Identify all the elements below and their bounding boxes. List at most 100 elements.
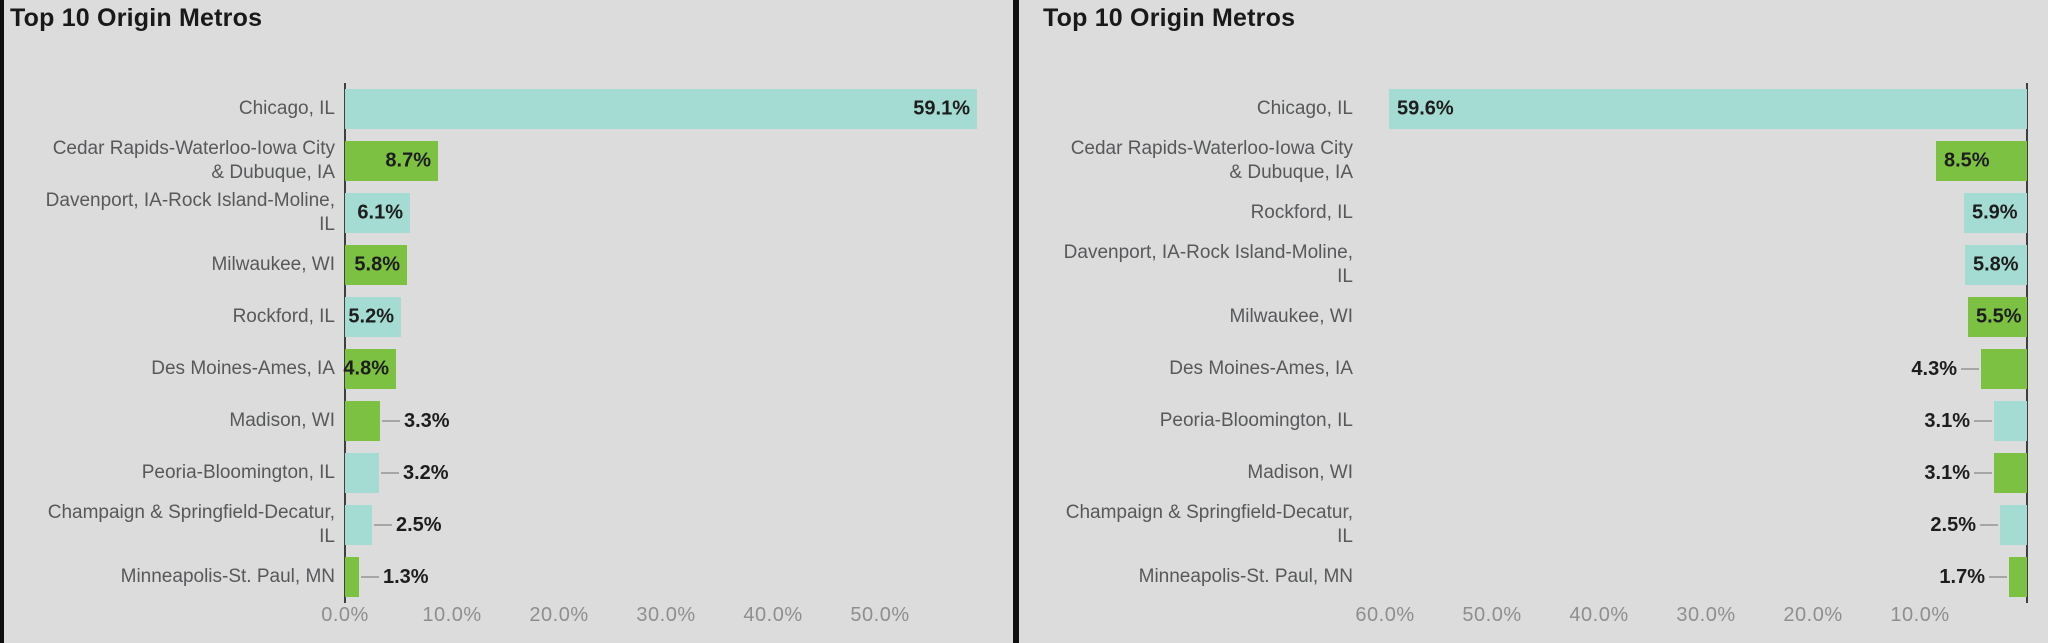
bar-value-label: 8.5% <box>1944 149 1990 172</box>
category-label-line: Rockford, IL <box>232 306 335 327</box>
chart-title: Top 10 Origin Metros <box>10 4 263 32</box>
category-label: Rockford, IL <box>1019 187 1353 239</box>
axis-tick-label: 30.0% <box>1676 604 1736 626</box>
chart-title: Top 10 Origin Metros <box>1043 4 1296 32</box>
bar[interactable]: 5.2% <box>345 297 401 337</box>
bar[interactable] <box>1994 453 2027 493</box>
category-label: Cedar Rapids-Waterloo-Iowa City & Dubuque… <box>0 135 335 187</box>
bar-value-label: 2.5% <box>1930 505 1998 545</box>
category-label-line: Des Moines-Ames, IA <box>151 358 335 379</box>
category-label-line: Madison, WI <box>1247 462 1353 483</box>
category-label-line: IL <box>1337 266 1353 287</box>
bar[interactable] <box>345 505 372 545</box>
bar[interactable] <box>1994 401 2027 441</box>
bar[interactable]: 4.8% <box>343 349 396 389</box>
axis-baseline <box>2026 83 2028 603</box>
bar-value-text: 2.5% <box>396 513 442 536</box>
category-label-line: IL <box>319 214 335 235</box>
category-label-line: Minneapolis-St. Paul, MN <box>120 566 335 587</box>
category-label: Madison, WI <box>1019 447 1353 499</box>
category-label-line: Cedar Rapids-Waterloo-Iowa City <box>52 138 335 159</box>
axis-baseline <box>344 83 346 603</box>
category-label-line: Milwaukee, WI <box>1229 306 1353 327</box>
bar-value-label: 5.8% <box>1973 253 2019 276</box>
bar-value-label: 4.8% <box>343 357 389 380</box>
category-label: Champaign & Springfield-Decatur, IL <box>0 499 335 551</box>
bar-value-label: 6.1% <box>357 201 403 224</box>
bar-value-label: 3.1% <box>1924 401 1992 441</box>
bar-value-text: 2.5% <box>1930 513 1976 536</box>
category-label: Minneapolis-St. Paul, MN <box>1019 551 1353 603</box>
bar[interactable]: 5.9% <box>1964 193 2027 233</box>
leader-line <box>1961 368 1979 370</box>
bar[interactable]: 5.8% <box>345 245 407 285</box>
axis-tick-label: 50.0% <box>850 604 910 626</box>
bar[interactable]: 8.7% <box>345 141 438 181</box>
category-label: Minneapolis-St. Paul, MN <box>0 551 335 603</box>
bar[interactable] <box>345 401 380 441</box>
category-label-line: Chicago, IL <box>238 98 335 119</box>
bar-value-label: 5.5% <box>1976 305 2022 328</box>
axis-tick-label: 30.0% <box>636 604 696 626</box>
bar-value-text: 4.3% <box>1911 357 1957 380</box>
category-label-line: Madison, WI <box>229 410 335 431</box>
axis-tick-label: 40.0% <box>1569 604 1629 626</box>
bar-value-label: 2.5% <box>374 505 442 545</box>
bar[interactable]: 5.5% <box>1968 297 2027 337</box>
axis-tick-label: 40.0% <box>743 604 803 626</box>
category-label-line: & Dubuque, IA <box>1229 162 1353 183</box>
bar-value-label: 5.8% <box>354 253 400 276</box>
bar[interactable]: 59.6% <box>1389 89 2027 129</box>
axis-tick-label: 20.0% <box>529 604 589 626</box>
category-label-line: & Dubuque, IA <box>211 162 335 183</box>
bar-value-label: 3.1% <box>1924 453 1992 493</box>
category-label: Champaign & Springfield-Decatur, IL <box>1019 499 1353 551</box>
bar-chart-plot-area: Chicago, IL 59.1% Cedar Rapids-Waterloo-Io… <box>0 83 1013 603</box>
axis-tick-label: 20.0% <box>1783 604 1843 626</box>
category-label-line: Chicago, IL <box>1256 98 1353 119</box>
bar[interactable] <box>2009 557 2027 597</box>
bar[interactable] <box>345 557 359 597</box>
leader-line <box>381 472 399 474</box>
bar-value-text: 3.2% <box>403 461 449 484</box>
category-label-line: Cedar Rapids-Waterloo-Iowa City <box>1070 138 1353 159</box>
bar[interactable]: 5.8% <box>1965 245 2027 285</box>
bar-value-label: 3.3% <box>382 401 450 441</box>
axis-tick-label: 50.0% <box>1462 604 1522 626</box>
bar[interactable]: 59.1% <box>345 89 977 129</box>
category-label: Davenport, IA-Rock Island-Moline, IL <box>0 187 335 239</box>
leader-line <box>1989 576 2007 578</box>
category-label-line: IL <box>1337 526 1353 547</box>
category-label-line: Davenport, IA-Rock Island-Moline, <box>1063 242 1353 263</box>
bar-value-text: 1.7% <box>1939 565 1985 588</box>
leader-line <box>374 524 392 526</box>
x-axis: 0.0% 10.0% 20.0% 30.0% 40.0% 50.0% <box>0 604 1013 634</box>
bar-value-label: 59.6% <box>1397 97 1454 120</box>
leader-line <box>1980 524 1998 526</box>
category-label-line: Davenport, IA-Rock Island-Moline, <box>45 190 335 211</box>
axis-tick-label: 10.0% <box>422 604 482 626</box>
origin-metros-chart-right: Top 10 Origin Metros Chicago, IL 59.6% Ced… <box>1019 0 2048 643</box>
category-label-line: Minneapolis-St. Paul, MN <box>1138 566 1353 587</box>
axis-tick-label: 0.0% <box>321 604 369 626</box>
bar-value-label: 1.7% <box>1939 557 2007 597</box>
bar[interactable] <box>1981 349 2027 389</box>
category-label-line: Milwaukee, WI <box>211 254 335 275</box>
category-label-line: Peoria-Bloomington, IL <box>1159 410 1353 431</box>
leader-line <box>361 576 379 578</box>
bar[interactable]: 6.1% <box>345 193 410 233</box>
x-axis: 60.0% 50.0% 40.0% 30.0% 20.0% 10.0% <box>1019 604 2048 634</box>
axis-tick-label: 60.0% <box>1355 604 1415 626</box>
bar[interactable]: 8.5% <box>1936 141 2027 181</box>
category-label: Peoria-Bloomington, IL <box>1019 395 1353 447</box>
leader-line <box>1974 420 1992 422</box>
bar-value-label: 8.7% <box>385 149 431 172</box>
category-label-line: IL <box>319 526 335 547</box>
bar-value-text: 3.1% <box>1924 461 1970 484</box>
bar-value-label: 1.3% <box>361 557 429 597</box>
leader-line <box>1974 472 1992 474</box>
bar[interactable] <box>345 453 379 493</box>
bar-value-label: 3.2% <box>381 453 449 493</box>
bar[interactable] <box>2000 505 2027 545</box>
